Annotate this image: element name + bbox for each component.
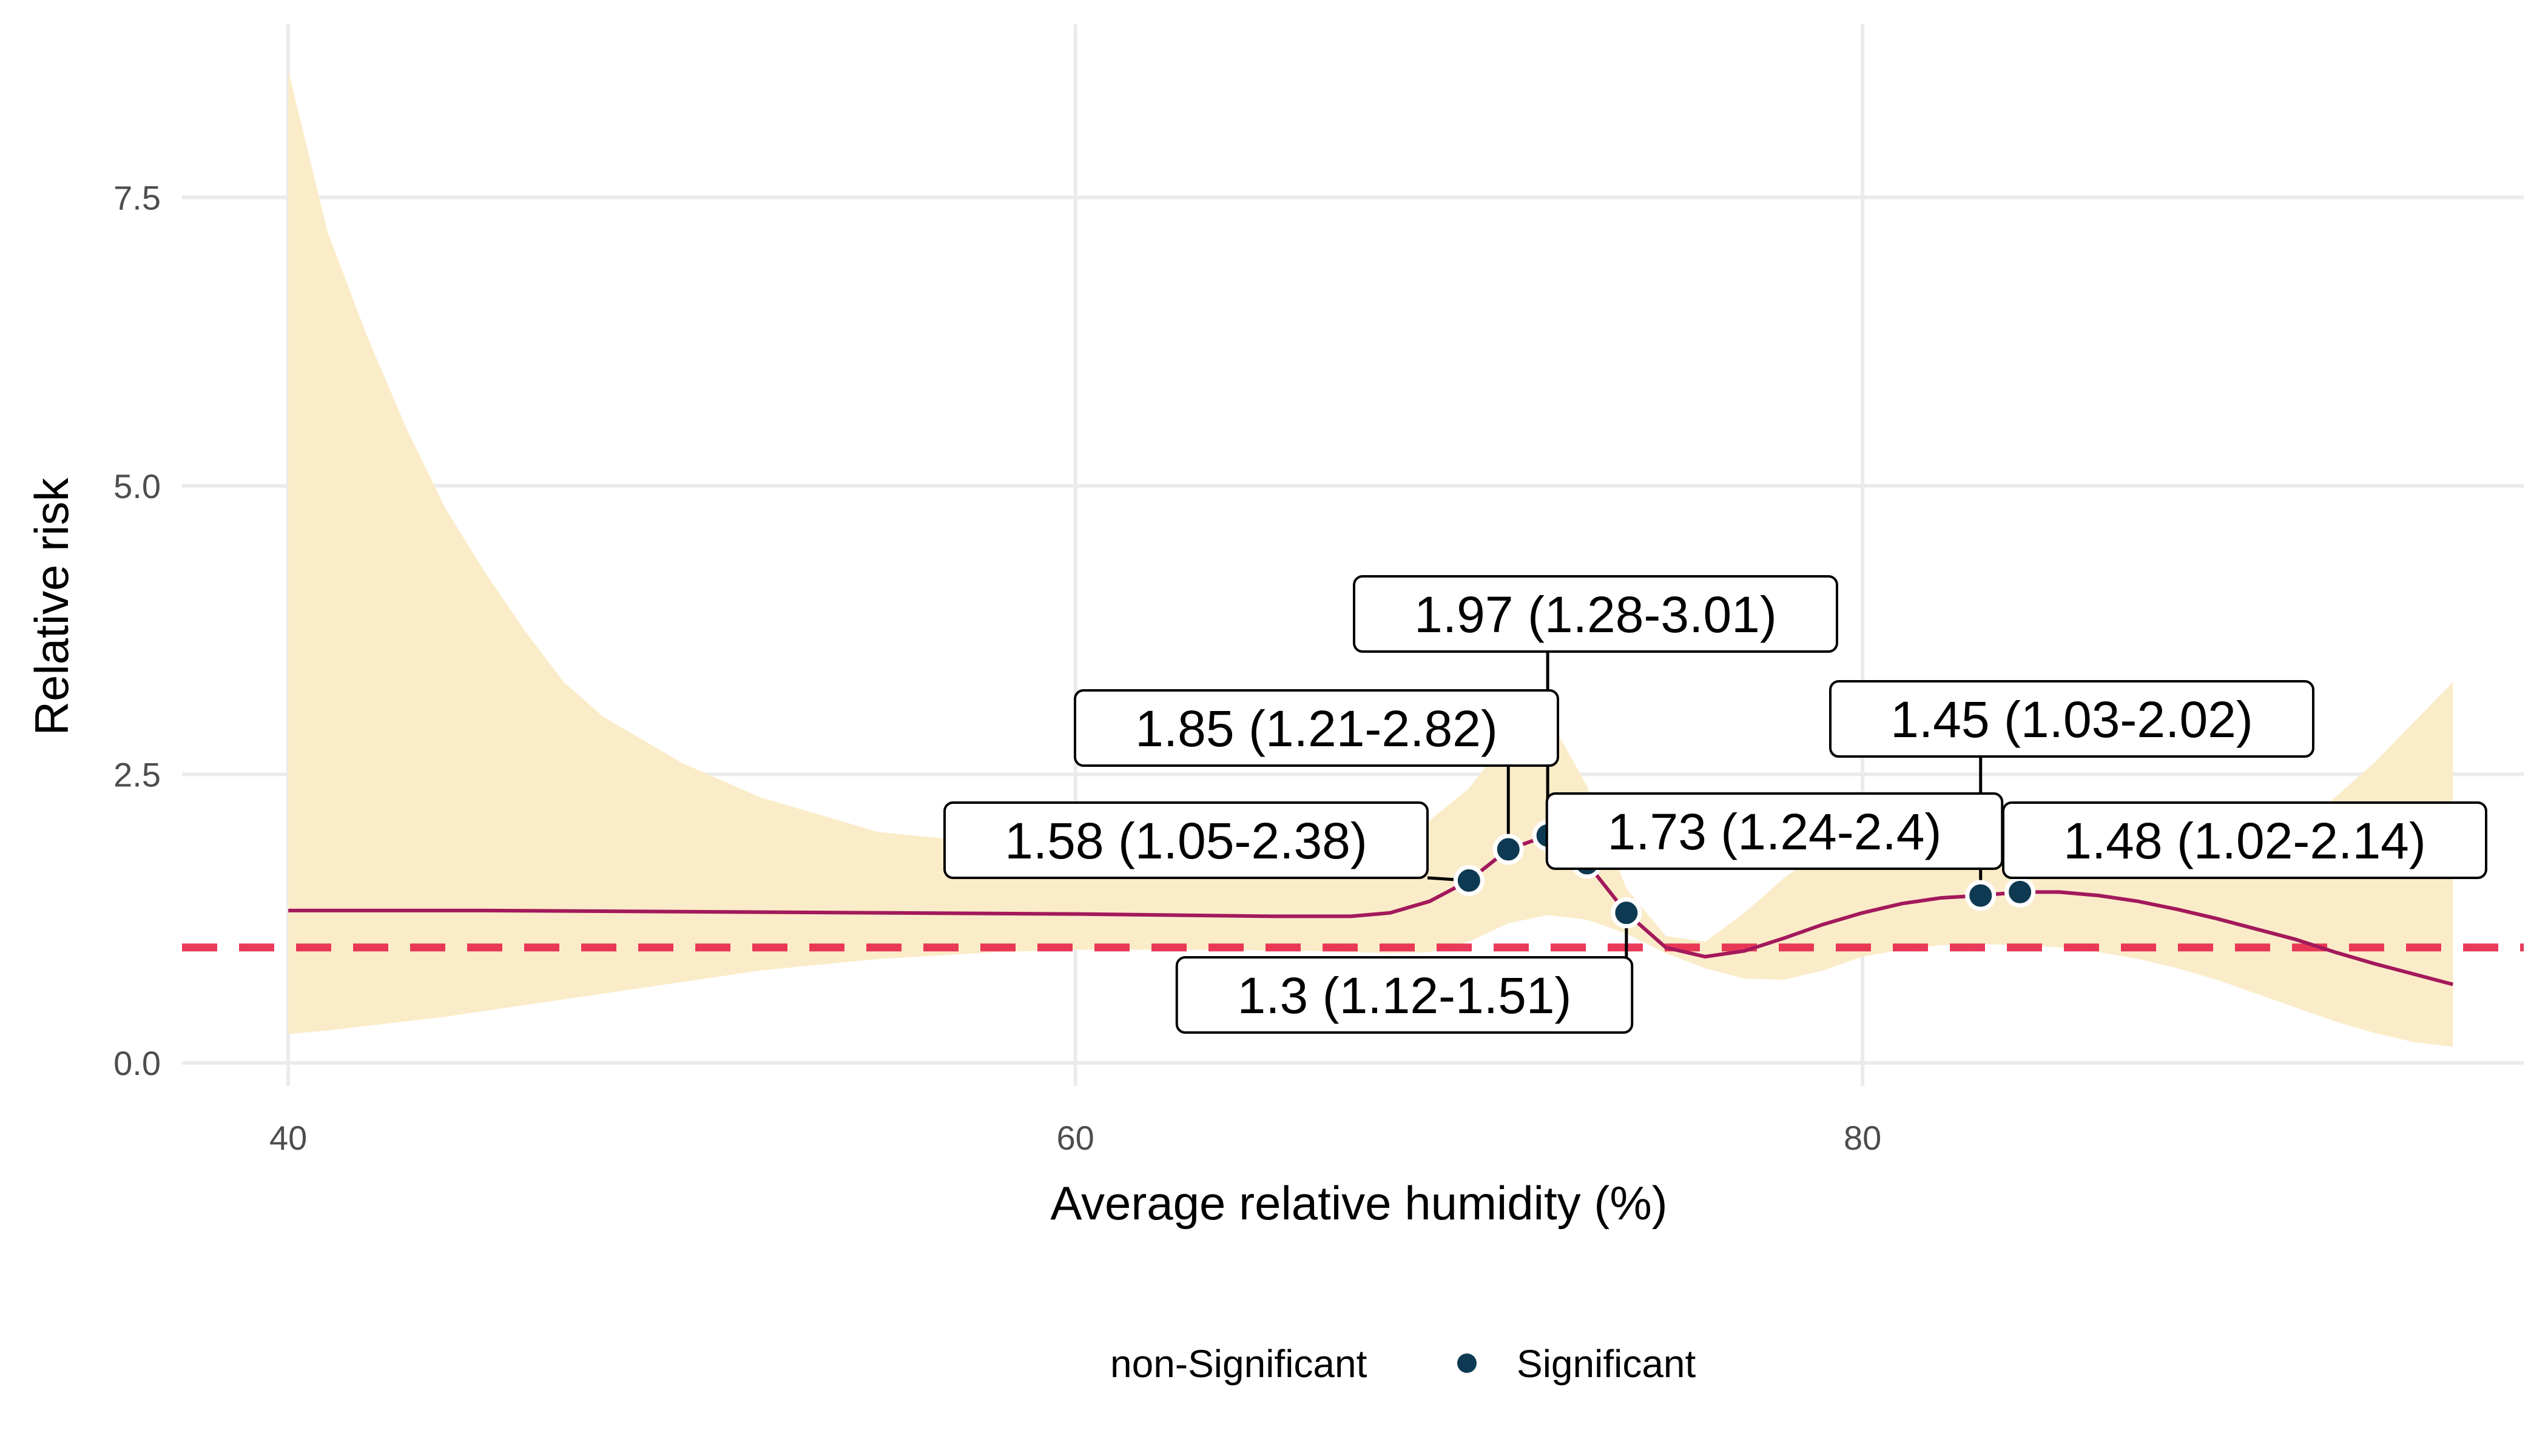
- annotation-label: 1.73 (1.24-2.4): [1607, 803, 1941, 860]
- significant-point: [1611, 897, 1642, 929]
- legend-label-non-significant: non-Significant: [1110, 1342, 1367, 1386]
- annotation-box: [1074, 689, 1559, 767]
- legend-significant-marker: [1457, 1353, 1477, 1373]
- annotation-label: 1.3 (1.12-1.51): [1237, 967, 1571, 1024]
- annotation-label: 1.97 (1.28-3.01): [1414, 586, 1777, 643]
- y-tick-label: 7.5: [113, 178, 161, 217]
- annotation-box: [943, 801, 1429, 879]
- x-axis-title: Average relative humidity (%): [1050, 1176, 1667, 1230]
- y-tick-label: 2.5: [113, 755, 161, 794]
- annotation-box: [1175, 956, 1634, 1034]
- annotation-label: 1.58 (1.05-2.38): [1005, 812, 1367, 869]
- annotation-label: 1.48 (1.02-2.14): [2063, 812, 2426, 869]
- annotation-box: [1353, 575, 1838, 653]
- significant-point: [2004, 876, 2036, 908]
- annotation-label: 1.45 (1.03-2.02): [1890, 691, 2253, 748]
- y-tick-label: 5.0: [113, 467, 161, 505]
- risk-curve-line: [288, 833, 2453, 986]
- legend-label-significant: Significant: [1517, 1342, 1696, 1386]
- point-annotations: 1.58 (1.05-2.38) 1.85 (1.21-2.82) 1.97 (1.…: [943, 575, 2487, 1034]
- y-axis-title: Relative risk: [25, 477, 78, 736]
- y-tick-label: 0.0: [113, 1044, 161, 1082]
- x-tick-labels: 40 60 80: [269, 1119, 1881, 1157]
- legend: non-Significant Significant: [1110, 1342, 1696, 1386]
- annotation-label: 1.85 (1.21-2.82): [1135, 700, 1498, 757]
- significant-point: [1453, 864, 1485, 896]
- x-tick-label: 40: [269, 1119, 307, 1157]
- x-tick-label: 80: [1844, 1119, 1881, 1157]
- significant-point: [1492, 834, 1524, 865]
- annotation-box: [1829, 680, 2314, 758]
- risk-curve: [288, 833, 2453, 986]
- annotation-box: [2002, 801, 2487, 879]
- x-tick-label: 60: [1056, 1119, 1094, 1157]
- significant-point: [1965, 880, 1997, 911]
- y-tick-labels: 0.0 2.5 5.0 7.5: [113, 178, 161, 1082]
